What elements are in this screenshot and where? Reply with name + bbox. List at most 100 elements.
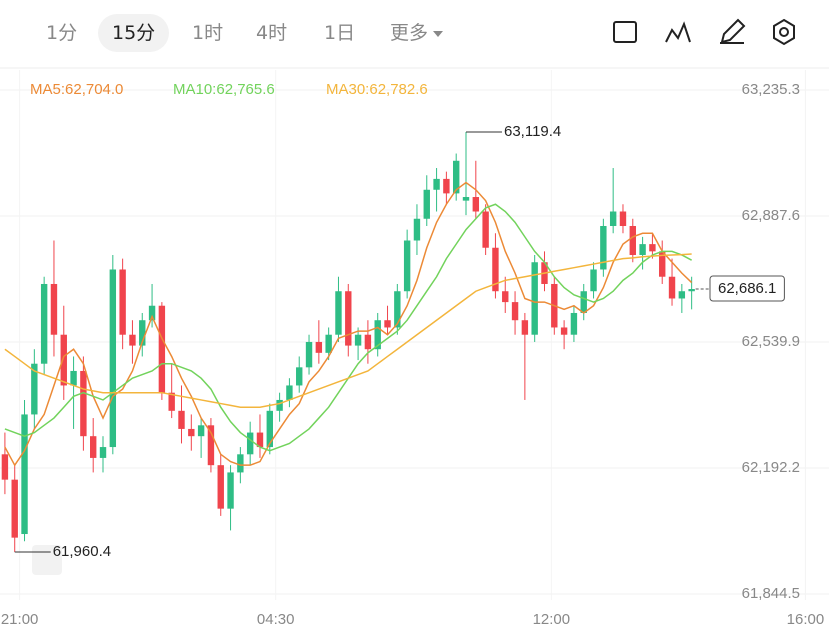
candle-body [394, 291, 401, 328]
candle-body [197, 425, 205, 437]
candle-body [188, 428, 195, 437]
candle-body [80, 370, 87, 437]
candle-body [296, 367, 303, 386]
legend-entry: MA10:62,765.6 [173, 81, 275, 98]
y-tick-label: 61,844.5 [742, 585, 800, 602]
candle-body [266, 410, 273, 448]
candle-body [40, 283, 48, 364]
candle-body [423, 189, 430, 219]
candle-body [148, 305, 156, 321]
candle-body [70, 370, 77, 386]
candle-body [168, 392, 175, 411]
icon[interactable] [665, 21, 691, 43]
candle-body [60, 334, 67, 386]
candle-body [472, 197, 480, 212]
last-price-box [709, 275, 785, 302]
candle-body [443, 178, 450, 194]
y-tick-label: 63,235.3 [742, 81, 800, 98]
timeframe-tab[interactable]: 更多 [376, 14, 458, 52]
candle-body [256, 432, 264, 448]
candle-body [688, 289, 695, 292]
candle-body [560, 327, 568, 335]
candle-body [413, 218, 421, 241]
candle-body [609, 211, 617, 227]
y-tick-label: 62,192.2 [742, 459, 800, 476]
legend-entry: MA30:62,782.6 [326, 81, 428, 98]
candle-body [90, 436, 97, 458]
ma-line [4, 181, 693, 467]
candle-body [158, 305, 166, 393]
toolbar: 1分 15分 1时 4时 1日 更多 [0, 0, 829, 68]
candle-body [207, 425, 215, 466]
candle-body [246, 432, 254, 455]
candle-body [668, 276, 676, 299]
icon[interactable] [779, 27, 789, 37]
candle-body [374, 320, 381, 350]
candle-body [384, 320, 391, 328]
candle-body [659, 251, 666, 277]
ma-line [4, 253, 692, 408]
timeframe-tab[interactable]: 1日 [324, 22, 356, 44]
candle-body [345, 291, 352, 346]
candle-body [1, 454, 9, 480]
candle-body [531, 262, 538, 335]
candle-body [364, 334, 372, 350]
x-tick-label: 21:00 [1, 611, 39, 628]
y-tick-label: 62,539.9 [742, 333, 800, 350]
candle-body [50, 283, 58, 335]
candle-body [511, 302, 519, 321]
candle-body [678, 291, 686, 299]
timeframe-tab[interactable]: 15分 [98, 14, 170, 52]
candle-body [590, 269, 597, 292]
x-tick-label: 12:00 [533, 611, 571, 628]
candle-body [21, 414, 28, 535]
icon[interactable] [613, 21, 637, 43]
candle-body [178, 410, 185, 429]
candle-body [521, 320, 529, 335]
candle-body [580, 291, 587, 313]
candle-body [237, 454, 244, 473]
candle-body [639, 244, 646, 255]
candle-body [31, 363, 38, 415]
candle-body [99, 447, 107, 458]
candle-body [619, 211, 627, 227]
timeframe-tab[interactable]: 1时 [192, 22, 224, 44]
candle-body [570, 312, 578, 335]
x-tick-label: 16:00 [787, 611, 825, 628]
timeframe-tab[interactable]: 1分 [46, 22, 78, 44]
candle-body [305, 341, 313, 368]
tab-label: 更多 [390, 22, 429, 44]
candle-body [227, 472, 234, 509]
candle-body [276, 399, 283, 411]
candle-body [462, 197, 470, 201]
candle-body [129, 334, 136, 346]
candle-body [109, 269, 117, 448]
y-tick-label: 62,887.6 [742, 207, 800, 224]
x-tick-label: 04:30 [257, 611, 295, 628]
candle-body [325, 334, 332, 353]
last-price-label: 62,686.1 [718, 280, 776, 297]
candle-body [286, 385, 293, 400]
candle-body [315, 341, 323, 353]
candle-body [119, 269, 126, 335]
candle-body [502, 291, 509, 303]
candle-body [354, 334, 362, 346]
candle-body [335, 291, 342, 335]
timeframe-tab[interactable]: 4时 [256, 22, 288, 44]
candle-body [482, 211, 489, 248]
caret [433, 31, 444, 37]
toolbar-icons [613, 18, 795, 46]
candle-body [649, 244, 656, 252]
icon[interactable] [773, 18, 795, 46]
candle-body [403, 240, 411, 292]
candle-body [452, 160, 460, 194]
candle-body [629, 226, 636, 255]
icon[interactable] [720, 18, 746, 44]
low-label: 61,960.4 [53, 543, 111, 560]
candle-body [11, 479, 18, 538]
candle-body [139, 320, 146, 346]
candle-body [433, 178, 440, 190]
high-label: 63,119.4 [504, 123, 561, 140]
